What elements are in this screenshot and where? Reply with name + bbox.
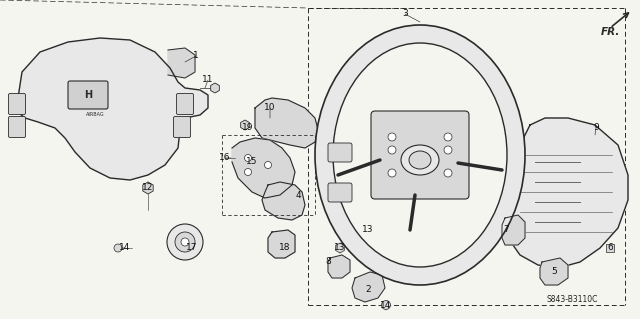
Text: AIRBAG: AIRBAG [86, 113, 104, 117]
FancyBboxPatch shape [328, 183, 352, 202]
Polygon shape [255, 98, 318, 148]
Polygon shape [502, 215, 525, 245]
Text: 3: 3 [402, 10, 408, 19]
Text: 6: 6 [607, 243, 613, 253]
Ellipse shape [333, 43, 507, 267]
Circle shape [388, 146, 396, 154]
Text: 19: 19 [243, 123, 253, 132]
Text: H: H [84, 90, 92, 100]
Text: 13: 13 [334, 243, 346, 253]
FancyBboxPatch shape [177, 93, 193, 115]
Circle shape [114, 244, 122, 252]
Text: 13: 13 [362, 226, 374, 234]
Polygon shape [504, 118, 628, 268]
Text: FR.: FR. [600, 27, 620, 37]
Text: 12: 12 [142, 183, 154, 192]
Polygon shape [540, 258, 568, 285]
Text: 4: 4 [295, 190, 301, 199]
Polygon shape [328, 255, 350, 278]
Circle shape [167, 224, 203, 260]
FancyBboxPatch shape [173, 116, 191, 137]
Ellipse shape [315, 25, 525, 285]
Polygon shape [352, 272, 385, 302]
Circle shape [244, 168, 252, 175]
Text: S843-B3110C: S843-B3110C [547, 295, 598, 305]
Circle shape [444, 146, 452, 154]
Circle shape [381, 300, 390, 309]
Text: 14: 14 [380, 300, 392, 309]
FancyBboxPatch shape [68, 81, 108, 109]
Circle shape [264, 161, 271, 168]
FancyBboxPatch shape [328, 143, 352, 162]
Text: 16: 16 [220, 153, 231, 162]
FancyBboxPatch shape [8, 116, 26, 137]
Polygon shape [168, 48, 195, 78]
Polygon shape [232, 138, 295, 198]
Ellipse shape [401, 145, 439, 175]
Text: 5: 5 [551, 268, 557, 277]
Polygon shape [262, 182, 305, 220]
Text: 9: 9 [593, 123, 599, 132]
Circle shape [244, 154, 252, 161]
Circle shape [388, 169, 396, 177]
Circle shape [444, 169, 452, 177]
Circle shape [175, 232, 195, 252]
FancyBboxPatch shape [371, 111, 469, 199]
Polygon shape [268, 230, 295, 258]
Polygon shape [15, 38, 208, 180]
Circle shape [181, 238, 189, 246]
Circle shape [388, 133, 396, 141]
Text: 18: 18 [279, 243, 291, 253]
Text: 15: 15 [246, 158, 258, 167]
Text: 17: 17 [186, 243, 198, 253]
Text: 7: 7 [503, 226, 509, 234]
Text: 14: 14 [119, 243, 131, 253]
Text: 1: 1 [193, 51, 199, 61]
Circle shape [444, 133, 452, 141]
Text: 11: 11 [202, 76, 214, 85]
Ellipse shape [409, 151, 431, 169]
FancyBboxPatch shape [8, 93, 26, 115]
Text: 10: 10 [264, 103, 276, 113]
Text: 2: 2 [365, 286, 371, 294]
Text: 8: 8 [325, 257, 331, 266]
